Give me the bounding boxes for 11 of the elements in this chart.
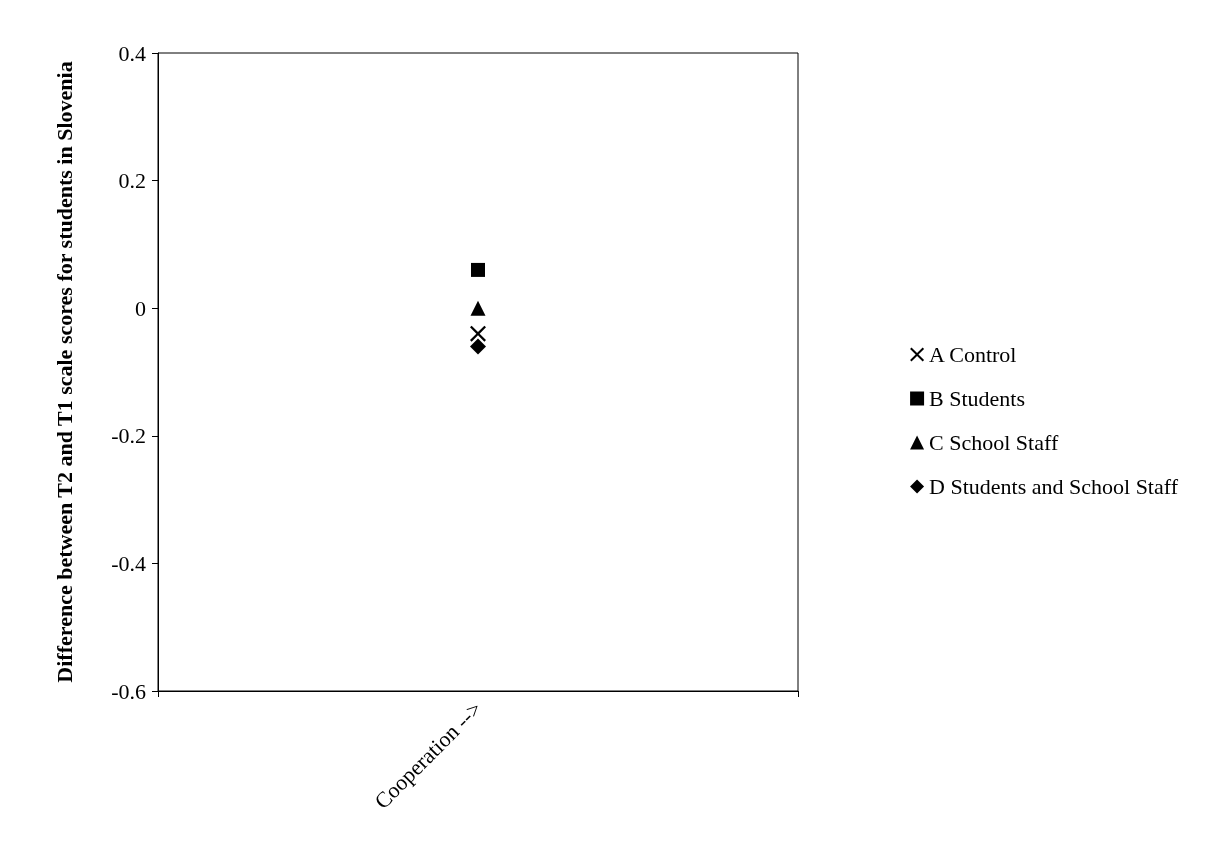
y-axis-title: Difference between T2 and T1 scale scores for students in Slovenia bbox=[51, 61, 77, 683]
y-tick-label: -0.4 bbox=[111, 550, 146, 576]
legend-label: C School Staff bbox=[929, 430, 1059, 455]
legend-label: B Students bbox=[929, 386, 1026, 411]
y-tick-label: -0.6 bbox=[111, 678, 146, 704]
legend-label: A Control bbox=[929, 342, 1017, 367]
y-tick-label: -0.2 bbox=[111, 423, 146, 449]
y-tick-label: 0 bbox=[135, 295, 146, 321]
y-tick-label: 0.4 bbox=[118, 40, 146, 66]
legend-label: D Students and School Staff bbox=[929, 474, 1179, 499]
y-tick-label: 0.2 bbox=[118, 168, 146, 194]
